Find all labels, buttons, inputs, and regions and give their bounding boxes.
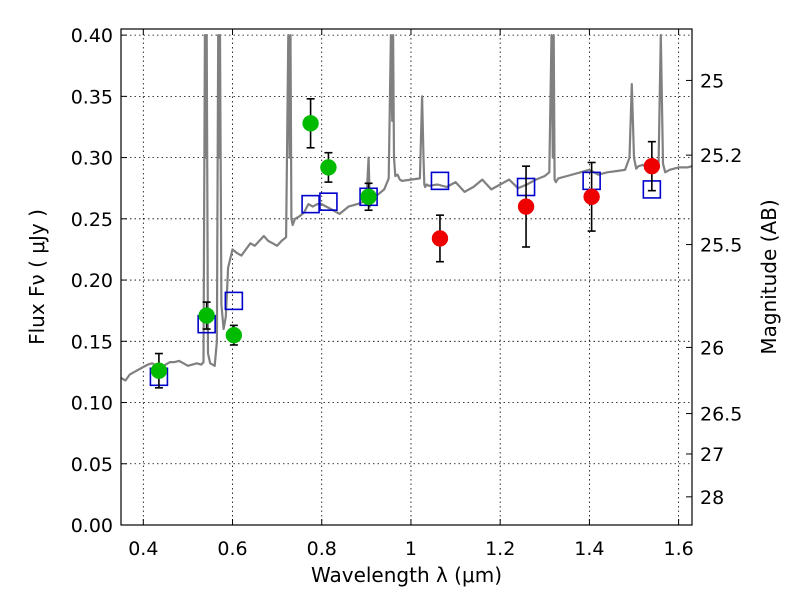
observed-point — [198, 307, 215, 324]
observed-point — [643, 157, 661, 175]
x-tick-label: 1.2 — [485, 538, 515, 560]
right-tick-label: 27 — [700, 444, 724, 466]
observed-point — [150, 362, 168, 379]
plot-area — [120, 33, 693, 389]
x-tick-label: 0.8 — [307, 538, 337, 560]
right-tick-label: 25.5 — [700, 235, 742, 257]
x-tick-label: 1.6 — [664, 538, 694, 560]
model-photometry-square — [224, 291, 244, 311]
y-tick-label: 0.05 — [71, 454, 113, 476]
y-tick-label: 0.40 — [71, 25, 113, 47]
observed-point — [431, 230, 449, 247]
right-tick-label: 25 — [700, 70, 724, 92]
x-axis-label: Wavelength λ (μm) — [311, 563, 502, 587]
y-tick-label: 0.20 — [71, 270, 113, 292]
y-axis-label: Flux Fν ( μJy ) — [25, 209, 49, 345]
y-tick-label: 0.10 — [71, 393, 113, 415]
observed-point — [225, 326, 243, 344]
y-tick-label: 0.30 — [71, 148, 113, 170]
x-tick-label: 0.4 — [128, 538, 158, 560]
observed-point — [583, 188, 600, 206]
model-photometry-square — [430, 171, 450, 191]
observed-point — [360, 188, 377, 206]
y-tick-label: 0.15 — [71, 331, 113, 353]
model-photometry-square — [319, 192, 338, 211]
right-tick-label: 28 — [700, 487, 724, 509]
model-photometry-square — [301, 194, 320, 214]
right-tick-label: 26 — [700, 337, 724, 359]
y-tick-label: 0.00 — [71, 515, 113, 537]
observed-point — [517, 198, 535, 215]
observed-point — [320, 159, 337, 176]
x-tick-label: 1 — [405, 538, 417, 560]
plot-frame — [120, 28, 693, 526]
y-tick-label: 0.35 — [71, 86, 113, 108]
observed-point — [302, 115, 319, 132]
right-axis-label: Magnitude (AB) — [757, 199, 781, 354]
x-tick-label: 1.4 — [574, 538, 604, 560]
model-spectrum-line — [120, 33, 693, 382]
y-tick-label: 0.25 — [71, 209, 113, 231]
x-tick-label: 0.6 — [217, 538, 247, 560]
right-tick-label: 26.5 — [700, 404, 742, 426]
axis-ticks: 0.4 0.6 0.8 1 1.2 1.4 1.6 0.00 0.05 0.10 0.15 0.20 0… — [71, 25, 743, 560]
right-tick-label: 25.2 — [700, 145, 742, 167]
